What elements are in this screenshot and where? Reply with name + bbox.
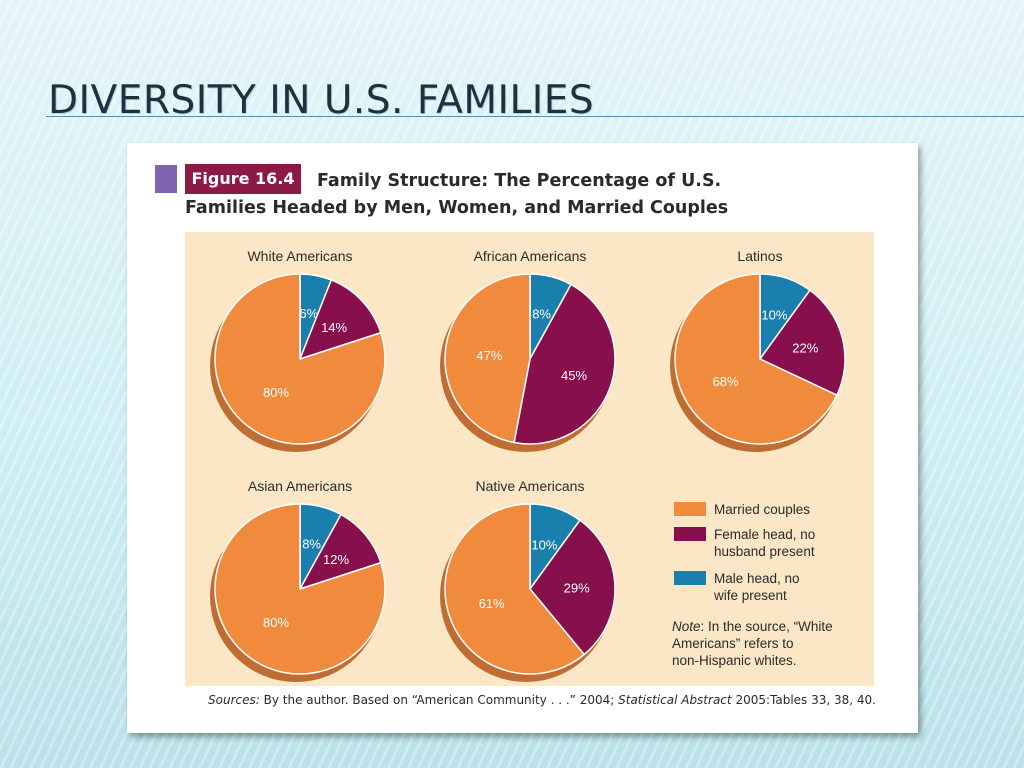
- pie-value-label-married: 80%: [263, 615, 289, 630]
- note-text: : In the source, “White: [701, 619, 833, 634]
- pie-value-label-female: 29%: [564, 581, 590, 596]
- pie-value-label-female: 12%: [323, 552, 349, 567]
- pie-value-label-male: 10%: [531, 538, 557, 553]
- pie-title: Latinos: [737, 248, 782, 264]
- legend-label: husband present: [714, 544, 815, 559]
- pie-value-label-female: 14%: [321, 320, 347, 335]
- chart-note: Note: In the source, “White Americans” re…: [672, 619, 833, 668]
- pie-value-label-female: 22%: [792, 340, 818, 355]
- note-line: Note: In the source, “White: [672, 619, 833, 634]
- figure-number-label: Figure 16.4: [185, 164, 301, 194]
- legend-label: Male head, no: [714, 571, 800, 586]
- chart-panel: White Americans 6% 14% 80% African Americans…: [185, 232, 874, 686]
- pie-title: White Americans: [247, 248, 352, 264]
- legend-swatch-female: [674, 527, 706, 541]
- sources-italic: Statistical Abstract: [618, 693, 732, 707]
- figure-title: Family Structure: The Percentage of U.S.…: [185, 168, 885, 222]
- pie-value-label-married: 47%: [476, 348, 502, 363]
- pie-value-label-married: 68%: [713, 374, 739, 389]
- pie-slice-married: [214, 503, 386, 675]
- note-line: Americans” refers to: [672, 636, 794, 651]
- note-line: non-Hispanic whites.: [672, 653, 797, 668]
- title-underline: [46, 116, 1024, 117]
- figure-frame: Figure 16.4 Family Structure: The Percen…: [127, 143, 918, 733]
- sources-note: Sources: By the author. Based on “Americ…: [208, 693, 876, 707]
- slide-title: DIVERSITY IN U.S. FAMILIES: [48, 78, 595, 123]
- pie-title: Native Americans: [476, 478, 585, 494]
- pie-chart-2: Latinos 10% 22% 68%: [670, 248, 846, 452]
- pie-value-label-married: 80%: [263, 385, 289, 400]
- pie-charts-svg: White Americans 6%14% 80% African Americans…: [210, 248, 846, 682]
- figure-title-line2: Families Headed by Men, Women, and Marri…: [185, 198, 729, 218]
- figure-title-line1: Family Structure: The Percentage of U.S.: [317, 171, 722, 191]
- legend-swatch-married: [674, 502, 706, 516]
- legend-label: Female head, no: [714, 527, 815, 542]
- pie-slice-female: [298, 513, 382, 591]
- pie-title: Asian Americans: [248, 478, 352, 494]
- pie-chart-1: African Americans 8% 45% 47%: [440, 248, 616, 452]
- pie-slice-female: [513, 283, 616, 445]
- pie-value-label-female: 45%: [561, 368, 587, 383]
- legend-label: wife present: [713, 588, 787, 603]
- sources-text-2: 2005:Tables 33, 38, 40.: [735, 693, 876, 707]
- pie-chart-3: Asian Americans 8%12% 80%: [210, 478, 386, 682]
- pie-value-label-married: 61%: [479, 596, 505, 611]
- pie-title: African Americans: [474, 248, 587, 264]
- legend-swatch-male: [674, 571, 706, 585]
- pie-slice-married: [444, 503, 586, 675]
- legend-item-female: Female head, no husband present: [674, 527, 815, 559]
- pie-slice-female: [529, 519, 616, 656]
- pie-slice-married: [444, 273, 531, 444]
- pie-slice-married: [214, 273, 386, 445]
- pie-value-label-male: 8%: [302, 537, 321, 552]
- sources-label: Sources:: [208, 693, 260, 707]
- pie-chart-4: Native Americans 10% 29% 61%: [440, 478, 616, 682]
- note-label: Note: [672, 619, 701, 634]
- sources-text-1: By the author. Based on “American Commun…: [263, 693, 615, 707]
- pie-value-label-male: 6%: [299, 306, 318, 321]
- pie-value-label-male: 10%: [761, 308, 787, 323]
- pie-value-label-male: 8%: [532, 307, 551, 322]
- legend-item-married: Married couples: [674, 502, 810, 517]
- legend-item-male: Male head, no wife present: [674, 571, 800, 603]
- pie-slice-married: [674, 273, 838, 445]
- pie-chart-0: White Americans 6%14% 80%: [210, 248, 386, 452]
- legend-label: Married couples: [714, 502, 810, 517]
- figure-accent-block: [155, 165, 177, 193]
